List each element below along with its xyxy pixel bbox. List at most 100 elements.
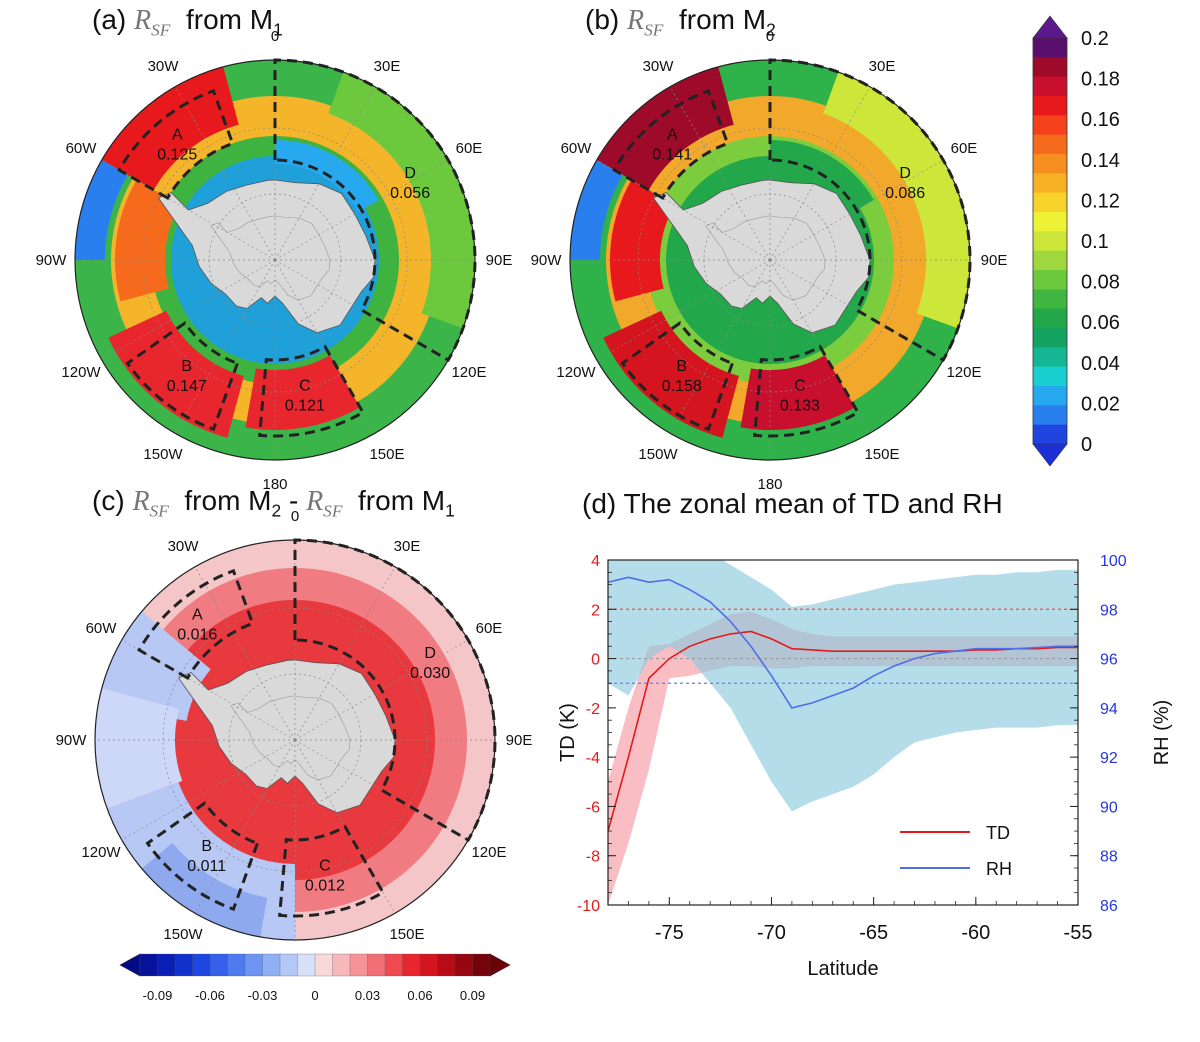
longitude-label: 0 <box>766 28 774 45</box>
region-value-b: 0.158 <box>662 378 702 395</box>
colorbar-swatch <box>244 953 264 977</box>
colorbar-over-triangle <box>489 953 511 977</box>
polar-map-b: A 0.141 B 0.158 C 0.133 D 0.086 0 30E 60E 90E 120E 15… <box>531 28 1008 493</box>
blue-anomaly-light <box>95 685 183 812</box>
panel-a-title: (a) RSF from M1 <box>92 4 283 40</box>
hotspot-west <box>115 180 180 302</box>
colorbar-swatch <box>402 953 421 977</box>
region-label-d: D <box>404 165 416 182</box>
longitude-label: 60E <box>951 140 978 157</box>
x-tick-label: -55 <box>1064 922 1093 944</box>
colorbar-swatch <box>1033 212 1067 232</box>
colorbar-swatch <box>419 953 439 977</box>
td-tick-label: -2 <box>586 701 600 718</box>
region-value-b: 0.011 <box>187 858 226 875</box>
region-box-c <box>258 344 366 438</box>
region-box-c <box>278 824 386 918</box>
td-series-line <box>608 630 1078 832</box>
hotspot-c <box>740 355 855 430</box>
region-label-a: A <box>192 607 203 624</box>
colorbar-swatch <box>1033 96 1067 116</box>
td-tick-label: -4 <box>586 750 600 767</box>
region-value-d: 0.086 <box>885 185 925 202</box>
region-value-a: 0.141 <box>652 147 692 164</box>
longitude-label: 90W <box>36 252 68 269</box>
colorbar-swatch <box>1033 173 1067 194</box>
colorbar-swatch <box>262 953 281 977</box>
region-value-c: 0.133 <box>780 398 820 415</box>
region-value-a: 0.125 <box>157 147 197 164</box>
region-box-b <box>620 321 735 432</box>
meridian-line <box>669 259 771 434</box>
rh-tick-label: 100 <box>1100 553 1127 570</box>
td-tick-label: -8 <box>586 849 600 866</box>
longitude-label: 30E <box>869 58 896 75</box>
colorbar-tick-label: 0 <box>1081 434 1092 456</box>
region-label-d: D <box>424 645 436 662</box>
longitude-label: 60E <box>476 620 503 637</box>
antarctica-continent <box>157 179 376 334</box>
colorbar-swatch <box>192 953 211 977</box>
colorbar-tick-label: 0.06 <box>1081 312 1120 334</box>
colorbar-tick-label: 0.04 <box>1081 353 1120 375</box>
region-box-a <box>137 568 255 681</box>
colorbar-swatch <box>332 953 351 977</box>
hotspot-b <box>108 310 244 438</box>
colorbar-swatch <box>1033 38 1067 58</box>
colorbar-swatch <box>367 953 386 977</box>
region-label-b: B <box>181 358 192 375</box>
longitude-label: 120E <box>946 364 981 381</box>
colorbar-swatch <box>1033 289 1067 310</box>
meridian-line <box>596 259 771 361</box>
longitude-label: 90E <box>486 252 513 269</box>
longitude-label: 0 <box>271 28 279 45</box>
colorbar-tick-label: -0.09 <box>143 988 173 1003</box>
legend-label-rh: RH <box>986 859 1012 879</box>
colorbar-swatch <box>139 953 159 977</box>
rh-tick-label: 94 <box>1100 701 1118 718</box>
hotspot-a <box>101 66 239 190</box>
longitude-label: 180 <box>262 476 287 493</box>
colorbar-tick-label: 0.16 <box>1081 109 1120 131</box>
colorbar-tick-label: 0.12 <box>1081 190 1120 212</box>
region-label-c: C <box>299 378 311 395</box>
colorbar-tick-label: 0.09 <box>460 988 485 1003</box>
td-axis-label: TD (K) <box>557 703 579 762</box>
colorbar-tick-label: -0.03 <box>248 988 278 1003</box>
ice-shelf-outline <box>210 215 331 301</box>
longitude-label: 150E <box>369 446 404 463</box>
antarctica-continent <box>652 179 871 334</box>
meridian-line <box>174 86 276 261</box>
colorbar-tick-label: 0.03 <box>355 988 380 1003</box>
longitude-label: 180 <box>757 476 782 493</box>
polar-map-c: A 0.016 B 0.011 C 0.012 D 0.030 0 30E 60E 90E 120E 15… <box>56 508 533 973</box>
region-value-c: 0.012 <box>305 878 345 895</box>
region-box-d <box>768 58 972 363</box>
meridian-line <box>194 739 296 914</box>
hotspot-west <box>610 180 675 302</box>
region-box-a <box>117 88 235 201</box>
longitude-label: 90W <box>56 732 88 749</box>
rh-series-line <box>608 576 1078 709</box>
colorbar-swatch <box>227 953 246 977</box>
legend-label-td: TD <box>986 823 1010 843</box>
polar-map-a: A 0.125 B 0.147 C 0.121 D 0.056 0 30E 60E 90E 120E 15… <box>36 28 513 493</box>
antarctica-continent <box>177 659 396 814</box>
colorbar-swatch <box>1033 386 1067 406</box>
colorbar-swatch <box>1033 347 1067 368</box>
ice-shelf-outline <box>230 695 351 781</box>
ice-shelf-outline <box>705 215 826 301</box>
colorbar-swatch <box>1033 328 1067 348</box>
rh-tick-label: 90 <box>1100 799 1118 816</box>
x-axis-label: Latitude <box>807 958 878 980</box>
colorbar-over-triangle <box>1032 15 1068 39</box>
td-tick-label: 2 <box>591 602 600 619</box>
longitude-label: 60W <box>561 140 593 157</box>
region-box-b <box>125 321 240 432</box>
colorbar-swatch <box>157 953 176 977</box>
longitude-label: 30W <box>148 58 180 75</box>
region-label-a: A <box>172 127 183 144</box>
colorbar-swatch <box>349 953 369 977</box>
map-field <box>95 540 495 940</box>
panel-c-title: (c) RSF from M2 - RSF from M1 <box>92 485 455 521</box>
